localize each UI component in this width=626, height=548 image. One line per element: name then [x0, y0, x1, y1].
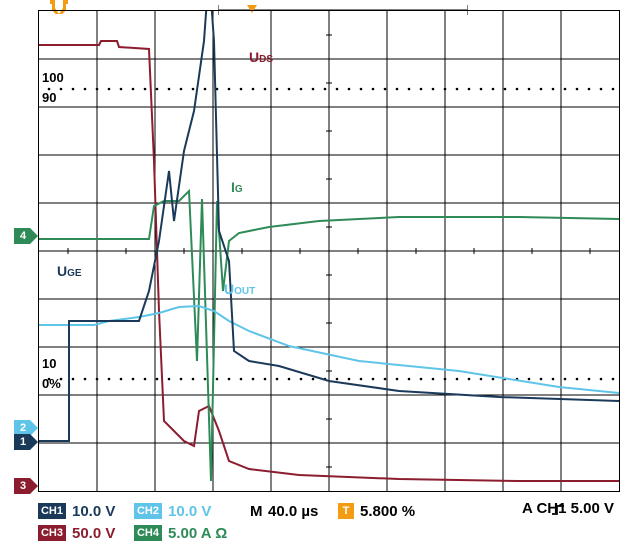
- trig-value: 5.800 %: [360, 503, 428, 520]
- ch3-badge: CH3: [38, 525, 66, 541]
- ch1-gnd-marker: 1: [14, 434, 32, 450]
- ch3-scale: 50.0 V: [72, 525, 128, 542]
- trig-icon: T: [338, 503, 354, 519]
- label-ig: IG: [231, 179, 243, 195]
- timebase-label: M: [250, 503, 262, 520]
- ch3-gnd-marker: 3: [14, 478, 32, 494]
- ch2-badge: CH2: [134, 503, 162, 519]
- rising-edge-icon: [552, 504, 566, 516]
- label-uge: UGE: [57, 263, 82, 279]
- label-uds: UDS: [249, 49, 273, 65]
- ch4-scale: 5.00 A Ω: [168, 525, 244, 542]
- scope-readout: CH1 10.0 V CH2 10.0 V M 40.0 µs T 5.800 …: [38, 500, 618, 544]
- timebase-value: 40.0 µs: [268, 503, 332, 520]
- grid: [39, 11, 619, 491]
- ch1-badge: CH1: [38, 503, 66, 519]
- ch4-badge: CH4: [134, 525, 162, 541]
- oscilloscope-screenshot: 100 90 10 0% 4 2 1 3: [0, 0, 626, 548]
- ch1-scale: 10.0 V: [72, 503, 128, 520]
- reference-dots: [48, 88, 615, 381]
- graticule: UDS IG UGE UOUT: [38, 10, 620, 492]
- ch4-gnd-marker: 4: [14, 228, 32, 244]
- label-uout: UOUT: [224, 281, 255, 297]
- ch2-scale: 10.0 V: [168, 503, 244, 520]
- trigger-source: A CH1 5.00 V: [522, 500, 614, 517]
